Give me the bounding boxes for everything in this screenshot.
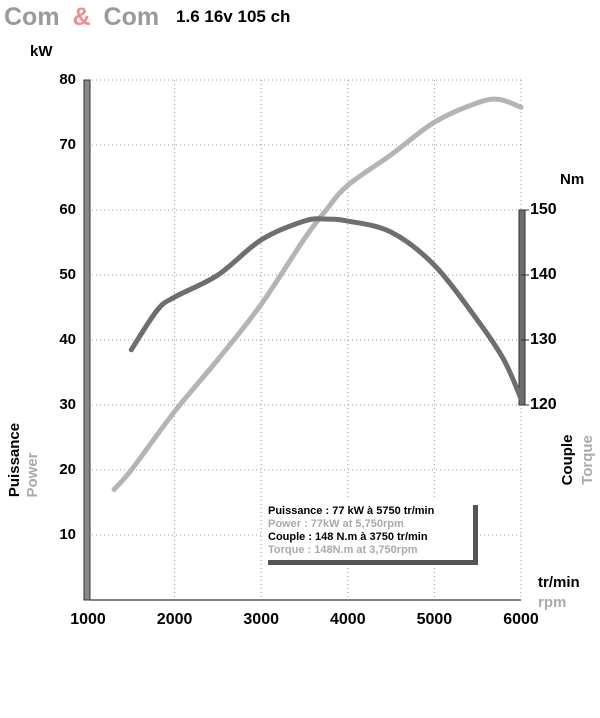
y-tick-label: 30: [59, 396, 76, 413]
title-amp: &: [73, 3, 91, 31]
x-tick-label: 2000: [157, 611, 193, 628]
chart-title: Com & Com 1.6 16v 105 ch: [4, 3, 290, 31]
annotation-line: Power : 77kW at 5,750rpm: [268, 518, 404, 530]
y-tick-label: 60: [59, 201, 76, 218]
y2-tick-label: 130: [530, 331, 557, 348]
y-tick-label: 70: [59, 136, 76, 153]
x-tick-label: 4000: [330, 611, 366, 628]
x-unit: rpm: [538, 594, 566, 611]
title-brand: Com: [4, 3, 60, 31]
annotation-line: Torque : 148N.m at 3,750rpm: [268, 544, 418, 556]
y-axis-bar: [83, 79, 91, 601]
y2-tick-label: 120: [530, 396, 557, 413]
y2-label: Torque: [579, 435, 596, 485]
annotation: Puissance : 77 kW à 5750 tr/min Power : …: [263, 500, 478, 565]
x-tick-label: 5000: [417, 611, 453, 628]
y-tick-label: 40: [59, 331, 76, 348]
y-tick-label: 10: [59, 526, 76, 543]
y2-unit: Nm: [560, 171, 584, 188]
title-model: 1.6 16v 105 ch: [176, 7, 290, 26]
annotation-box: [263, 500, 473, 560]
y-tick-label: 80: [59, 71, 76, 88]
y2-label: Couple: [559, 435, 576, 486]
y-tick-label: 20: [59, 461, 76, 478]
x-unit: tr/min: [538, 574, 580, 591]
y-unit: kW: [30, 43, 53, 60]
title-brand: Com: [104, 3, 160, 31]
x-tick-label: 3000: [243, 611, 279, 628]
annotation-line: Puissance : 77 kW à 5750 tr/min: [268, 505, 435, 517]
y2-tick-label: 140: [530, 266, 557, 283]
y2-tick-label: 150: [530, 201, 557, 218]
y2-axis-bar: [518, 209, 526, 406]
y-label: Puissance: [6, 423, 23, 497]
series-line: [128, 216, 524, 401]
y-label: Power: [24, 452, 41, 497]
annotation-line: Couple : 148 N.m à 3750 tr/min: [268, 531, 428, 543]
x-tick-label: 1000: [70, 611, 106, 628]
x-tick-label: 6000: [503, 611, 539, 628]
y-tick-label: 50: [59, 266, 76, 283]
series-line: [111, 96, 524, 492]
